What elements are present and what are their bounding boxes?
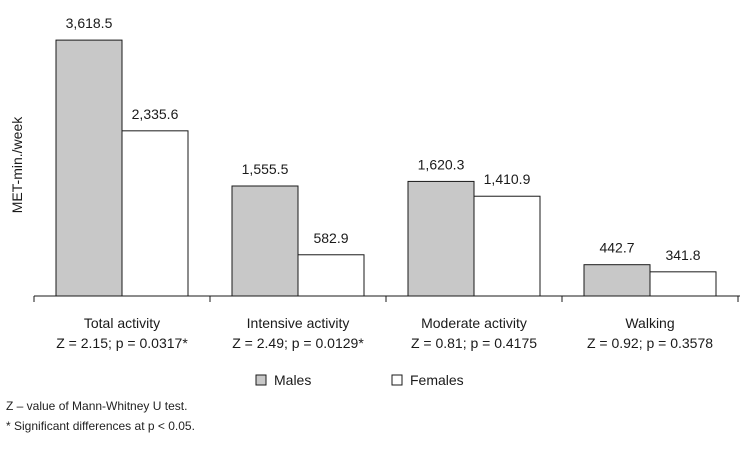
legend-label-males: Males bbox=[274, 372, 311, 388]
bar-females-moderate-activity bbox=[473, 195, 541, 297]
legend-swatch-males bbox=[255, 374, 267, 386]
category-label-walking: Walking bbox=[625, 315, 674, 331]
legend-label-females: Females bbox=[410, 372, 464, 388]
x-axis bbox=[33, 295, 740, 302]
bar-females-intensive-activity bbox=[297, 254, 365, 297]
x-axis-labels: Total activity Z = 2.15; p = 0.0317* Inten… bbox=[56, 315, 713, 351]
category-label-total-activity: Total activity bbox=[84, 315, 160, 331]
legend-swatch-females bbox=[391, 374, 403, 386]
category-stat-total-activity: Z = 2.15; p = 0.0317* bbox=[56, 335, 188, 351]
data-label-females-total-activity: 2,335.6 bbox=[132, 106, 179, 122]
category-stat-walking: Z = 0.92; p = 0.3578 bbox=[587, 335, 713, 351]
data-label-males-walking: 442.7 bbox=[599, 240, 634, 256]
bar-males-total-activity bbox=[55, 39, 123, 297]
footnote-test: Z – value of Mann-Whitney U test. bbox=[6, 399, 188, 413]
footnote-significance: * Significant differences at p < 0.05. bbox=[6, 419, 195, 433]
y-axis-label: MET-min./week bbox=[9, 116, 25, 213]
bars-group: 3,618.5 2,335.6 1,555.5 582.9 1,620.3 1,410.9… bbox=[55, 15, 717, 297]
bar-males-intensive-activity bbox=[231, 185, 299, 297]
data-label-females-moderate-activity: 1,410.9 bbox=[484, 171, 531, 187]
bar-males-walking bbox=[583, 264, 651, 297]
bar-females-total-activity bbox=[121, 130, 189, 297]
category-label-moderate-activity: Moderate activity bbox=[421, 315, 527, 331]
data-label-males-total-activity: 3,618.5 bbox=[66, 15, 113, 31]
category-stat-intensive-activity: Z = 2.49; p = 0.0129* bbox=[232, 335, 364, 351]
category-stat-moderate-activity: Z = 0.81; p = 0.4175 bbox=[411, 335, 537, 351]
category-label-intensive-activity: Intensive activity bbox=[247, 315, 350, 331]
data-label-females-intensive-activity: 582.9 bbox=[313, 230, 348, 246]
bar-males-moderate-activity bbox=[407, 180, 475, 297]
bar-females-walking bbox=[649, 271, 717, 297]
legend: Males Females bbox=[255, 372, 464, 388]
data-label-females-walking: 341.8 bbox=[665, 247, 700, 263]
data-label-males-moderate-activity: 1,620.3 bbox=[418, 156, 465, 172]
data-label-males-intensive-activity: 1,555.5 bbox=[242, 161, 289, 177]
